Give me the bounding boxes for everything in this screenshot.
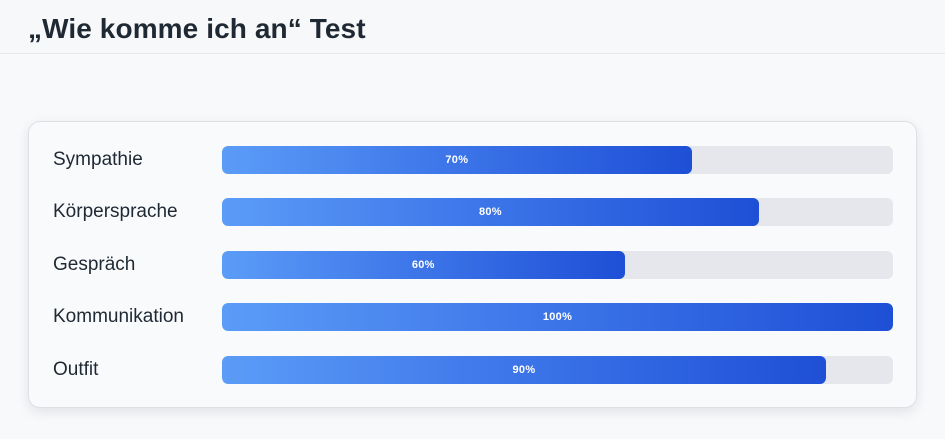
result-row-kommunikation: Kommunikation 100% xyxy=(29,303,916,331)
progress-bar-track: 80% xyxy=(222,198,893,226)
progress-bar-fill: 100% xyxy=(222,303,893,331)
result-row-koerpersprache: Körpersprache 80% xyxy=(29,198,916,226)
result-label: Gespräch xyxy=(53,254,136,275)
progress-value: 60% xyxy=(411,259,435,271)
results-card: Sympathie 70% Körpersprache 80% Gespräch… xyxy=(28,121,917,408)
progress-bar-track: 70% xyxy=(222,146,893,174)
progress-bar-fill: 70% xyxy=(222,146,692,174)
progress-value: 70% xyxy=(445,154,469,166)
progress-bar-fill: 60% xyxy=(222,251,625,279)
progress-value: 100% xyxy=(542,311,573,323)
progress-bar-fill: 80% xyxy=(222,198,759,226)
page-header: „Wie komme ich an“ Test xyxy=(0,0,945,54)
progress-bar-track: 100% xyxy=(222,303,893,331)
result-label: Sympathie xyxy=(53,149,143,170)
progress-value: 90% xyxy=(512,364,536,376)
result-label: Körpersprache xyxy=(53,201,178,222)
progress-value: 80% xyxy=(478,206,502,218)
progress-bar-track: 60% xyxy=(222,251,893,279)
result-row-outfit: Outfit 90% xyxy=(29,356,916,384)
progress-bar-fill: 90% xyxy=(222,356,826,384)
page-title: „Wie komme ich an“ Test xyxy=(28,13,366,44)
result-label: Kommunikation xyxy=(53,306,184,327)
result-label: Outfit xyxy=(53,359,99,380)
progress-bar-track: 90% xyxy=(222,356,893,384)
result-row-sympathie: Sympathie 70% xyxy=(29,146,916,174)
result-row-gespraech: Gespräch 60% xyxy=(29,251,916,279)
